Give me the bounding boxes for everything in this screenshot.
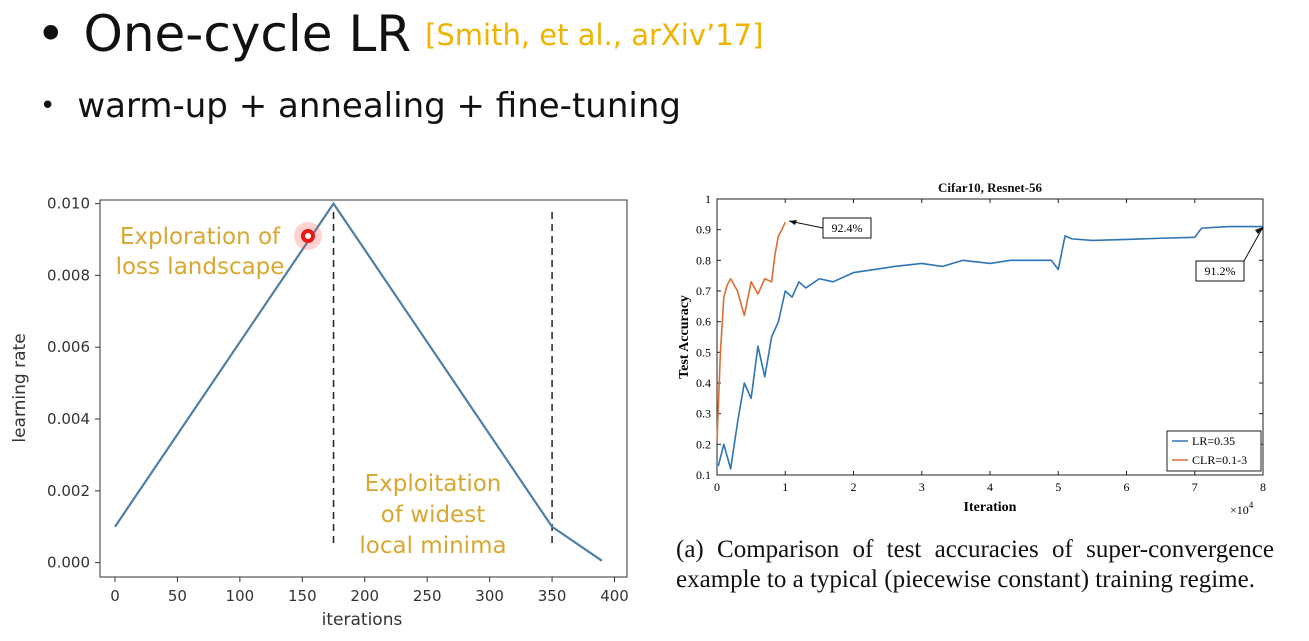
annotation-line: Exploration of: [120, 224, 281, 250]
y-tick-label: 0.9: [696, 223, 711, 237]
annotation-exploitation: Exploitation of widest local minima: [359, 471, 506, 559]
bullet-marker: •: [40, 91, 56, 121]
plot-frame: [99, 199, 628, 578]
series-line-clr: [716, 221, 786, 442]
annotation-line: of widest: [381, 502, 485, 528]
citation: [Smith, et al., arXiv’17]: [425, 18, 764, 52]
x-tick-label: 4: [987, 480, 993, 494]
annotation-line: loss landscape: [116, 254, 285, 280]
x-tick-label: 2: [851, 480, 857, 494]
lr-series-line: [114, 201, 603, 562]
slide-title: • One-cycle LR [Smith, et al., arXiv’17]: [36, 2, 763, 67]
y-tick-label: 0.7: [696, 284, 711, 298]
legend-label: CLR=0.1-3: [1192, 453, 1247, 467]
y-tick-label: 1: [705, 192, 711, 206]
callout-clr-peak: 92.4%: [832, 221, 863, 235]
y-tick-label: 0.000: [47, 554, 90, 572]
x-multiplier: ×104: [1230, 500, 1254, 517]
y-tick-label: 0.4: [696, 376, 711, 390]
x-axis-label: iterations: [322, 610, 403, 630]
x-tick-label: 8: [1260, 480, 1266, 494]
x-tick-label: 200: [350, 587, 379, 605]
chart-title: Cifar10, Resnet-56: [938, 180, 1042, 195]
x-tick-label: 100: [226, 587, 255, 605]
figure-caption: (a) Comparison of test accuracies of sup…: [676, 536, 1274, 593]
x-tick-label: 0: [110, 587, 120, 605]
x-tick-label: 250: [413, 587, 442, 605]
y-axis-label: learning rate: [10, 333, 30, 442]
cursor-highlight: [294, 222, 322, 250]
lr-schedule-chart: 0 50 100 150 200 250 300 350 400 0.000 0.002 0.004…: [10, 195, 629, 630]
x-axis-label: Iteration: [964, 500, 1017, 515]
x-tick-label: 5: [1055, 480, 1061, 494]
accuracy-chart: Cifar10, Resnet-56 0 1 2 3 4 5 6 7 8 0.1 0.2 0.3 0.4…: [677, 180, 1266, 517]
x-tick-label: 7: [1192, 480, 1198, 494]
y-tick-label: 0.6: [696, 315, 711, 329]
y-tick-label: 0.002: [47, 482, 90, 500]
x-tick-label: 50: [168, 587, 187, 605]
y-tick-label: 0.010: [47, 195, 90, 213]
annotation-exploration: Exploration of loss landscape: [116, 224, 285, 280]
y-tick-label: 0.5: [696, 345, 711, 359]
callout-lr-final: 91.2%: [1205, 264, 1236, 278]
annotation-line: local minima: [359, 533, 506, 559]
x-tick-label: 3: [919, 480, 925, 494]
series-line-lr: [717, 225, 1263, 470]
x-tick-label: 400: [600, 587, 629, 605]
x-tick-label: 1: [782, 480, 788, 494]
x-tick-label: 6: [1124, 480, 1130, 494]
x-tick-label: 150: [288, 587, 317, 605]
y-tick-label: 0.004: [47, 410, 90, 428]
y-tick-label: 0.2: [696, 437, 711, 451]
y-tick-label: 0.8: [696, 253, 711, 267]
y-tick-label: 0.008: [47, 266, 90, 284]
y-tick-label: 0.3: [696, 407, 711, 421]
y-tick-label: 0.1: [696, 468, 711, 482]
annotation-line: Exploitation: [365, 471, 502, 497]
title-text: One-cycle LR: [83, 5, 412, 63]
y-tick-label: 0.006: [47, 338, 90, 356]
y-axis-label: Test Accuracy: [677, 295, 692, 379]
callouts: 92.4% 91.2%: [788, 217, 1264, 282]
x-tick-label: 300: [475, 587, 504, 605]
x-tick-label: 0: [714, 480, 720, 494]
legend: LR=0.35 CLR=0.1-3: [1166, 430, 1262, 472]
slide-subtitle: • warm-up + annealing + fine-tuning: [40, 82, 681, 130]
subtitle-text: warm-up + annealing + fine-tuning: [77, 86, 681, 126]
bullet-marker: •: [36, 5, 66, 63]
legend-label: LR=0.35: [1192, 434, 1235, 448]
x-tick-label: 350: [538, 587, 567, 605]
